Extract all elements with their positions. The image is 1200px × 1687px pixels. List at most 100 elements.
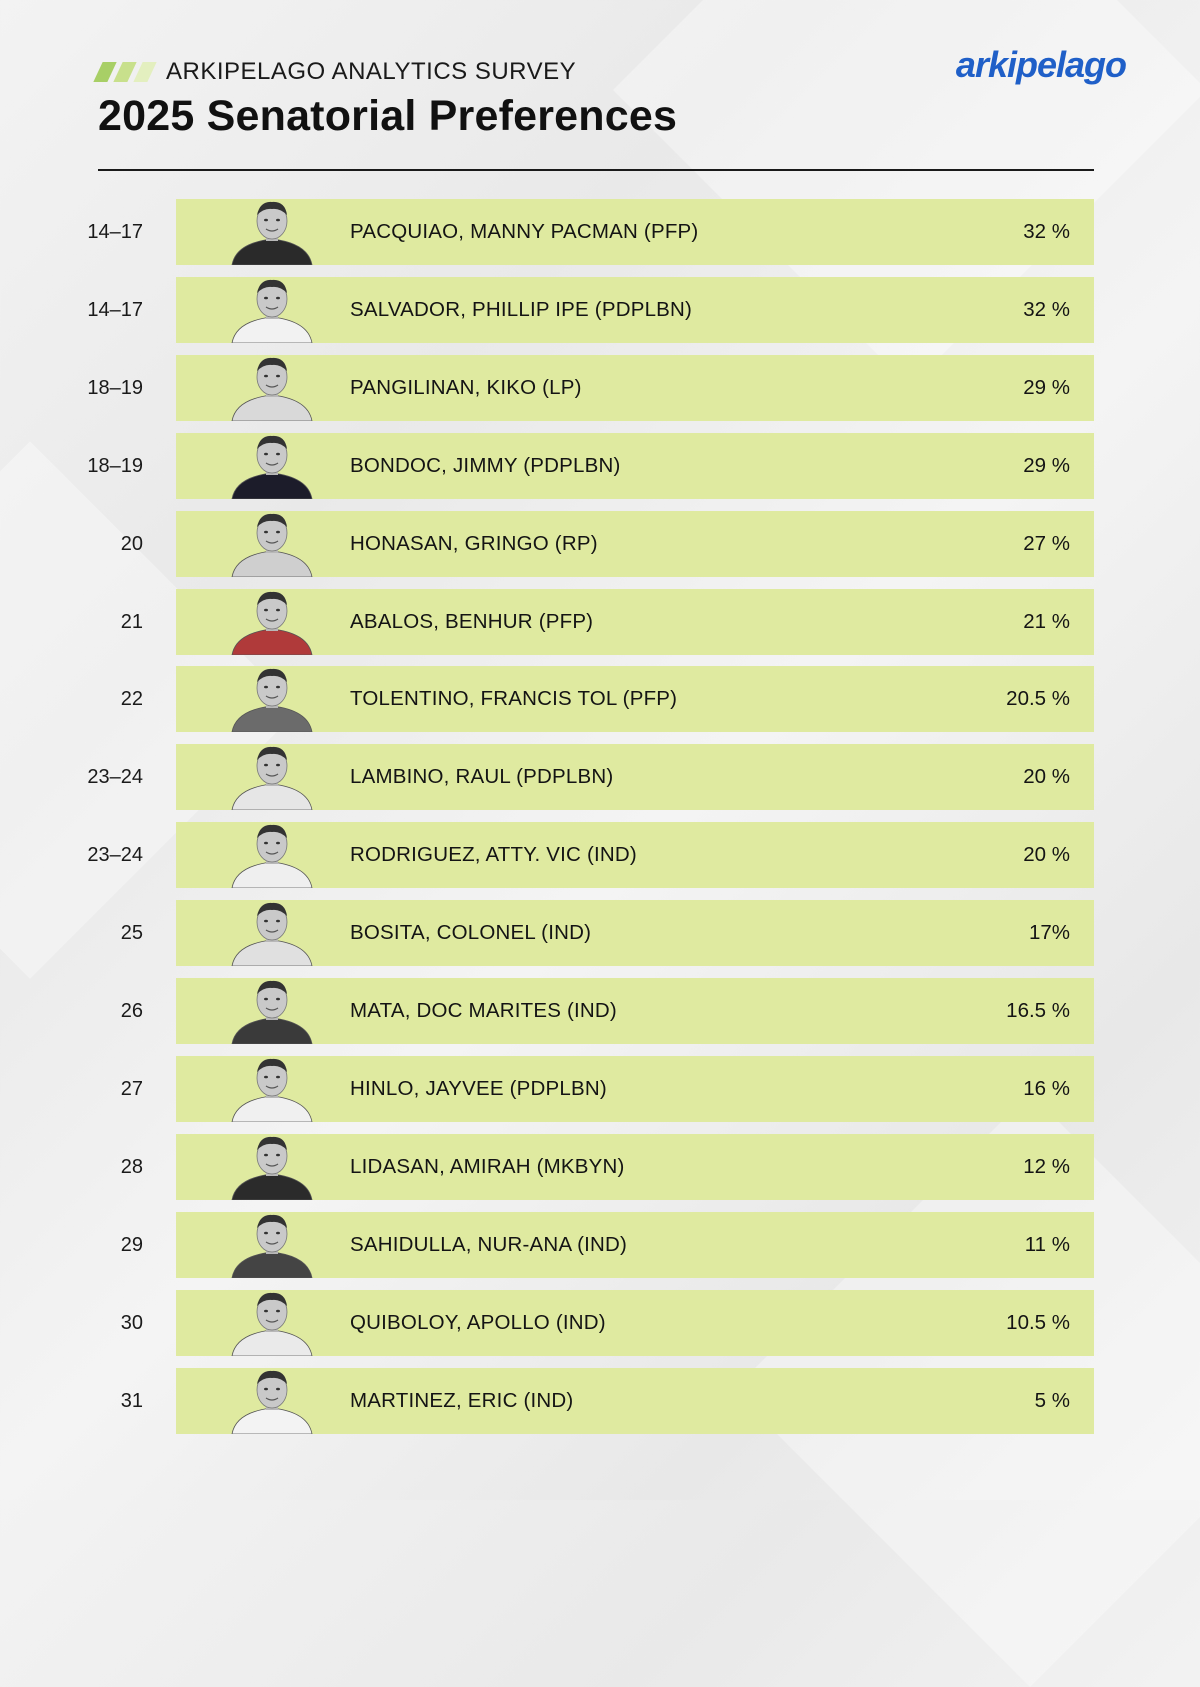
result-bar: SALVADOR, PHILLIP IPE (PDPLBN) 32 % [176,276,1094,343]
candidate-photo [224,355,320,421]
preference-value: 12 % [1023,1154,1070,1178]
results-table: 14–17 PACQUIAO, MANNY PACMAN (PFP) 32 % 14… [0,199,1200,1434]
candidate-photo [224,1212,320,1278]
candidate-name: QUIBOLOY, APOLLO (IND) [350,1310,606,1334]
rank-label: 31 [120,1389,143,1412]
rank-label: 29 [120,1233,143,1256]
result-bar: MATA, DOC MARITES (IND) 16.5 % [176,978,1094,1044]
table-row: 18–19 PANGILINAN, KIKO (LP) 29 % [0,354,1200,421]
candidate-name: SALVADOR, PHILLIP IPE (PDPLBN) [350,297,693,321]
result-bar: BOSITA, COLONEL (IND) 17% [176,900,1094,967]
table-row: 28 LIDASAN, AMIRAH (MKBYN) 12 % [0,1133,1200,1200]
candidate-name: LAMBINO, RAUL (PDPLBN) [350,765,614,789]
preference-value: 27 % [1023,531,1070,555]
candidate-photo [224,1368,320,1434]
result-bar: TOLENTINO, FRANCIS TOL (PFP) 20.5 % [176,666,1094,733]
divider [98,169,1094,171]
rank-label: 22 [120,688,143,711]
eyebrow: ARKIPELAGO ANALYTICS SURVEY [93,54,1098,90]
table-row: 22 TOLENTINO, FRANCIS TOL (PFP) 20.5 % [0,666,1200,733]
preference-value: 32 % [1023,297,1070,321]
candidate-name: HONASAN, GRINGO (RP) [350,531,598,555]
candidate-photo [224,978,320,1044]
preference-value: 29 % [1023,375,1070,399]
table-row: 31 MARTINEZ, ERIC (IND) 5 % [0,1367,1200,1434]
table-row: 30 QUIBOLOY, APOLLO (IND) 10.5 % [0,1289,1200,1356]
result-bar: MARTINEZ, ERIC (IND) 5 % [176,1367,1094,1434]
result-bar: HINLO, JAYVEE (PDPLBN) 16 % [176,1055,1094,1122]
table-row: 27 HINLO, JAYVEE (PDPLBN) 16 % [0,1055,1200,1122]
candidate-name: PACQUIAO, MANNY PACMAN (PFP) [350,220,699,243]
table-row: 29 SAHIDULLA, NUR-ANA (IND) 11 % [0,1211,1200,1278]
survey-label: ARKIPELAGO ANALYTICS SURVEY [166,58,577,85]
preference-value: 16 % [1023,1076,1070,1100]
candidate-name: MARTINEZ, ERIC (IND) [350,1388,574,1412]
rank-label: 14–17 [87,298,143,321]
brand-logo: arkipelago [955,44,1127,85]
preference-value: 29 % [1023,453,1070,477]
result-bar: LIDASAN, AMIRAH (MKBYN) 12 % [176,1133,1094,1200]
preference-value: 20 % [1023,765,1070,789]
table-row: 21 ABALOS, BENHUR (PFP) 21 % [0,588,1200,655]
rank-label: 20 [120,532,143,555]
rank-label: 23–24 [87,766,143,789]
candidate-name: BOSITA, COLONEL (IND) [350,921,592,945]
candidate-photo [224,900,320,967]
rank-label: 25 [120,922,143,945]
result-bar: PANGILINAN, KIKO (LP) 29 % [176,354,1094,421]
candidate-photo [224,277,320,343]
candidate-photo [224,1290,320,1356]
candidate-photo [224,1056,320,1122]
candidate-photo [224,822,320,889]
candidate-name: HINLO, JAYVEE (PDPLBN) [350,1076,607,1100]
table-row: 26 MATA, DOC MARITES (IND) 16.5 % [0,978,1200,1044]
candidate-name: RODRIGUEZ, ATTY. VIC (IND) [350,843,637,867]
preference-value: 16.5 % [1006,999,1070,1022]
result-bar: BONDOC, JIMMY (PDPLBN) 29 % [176,432,1094,499]
candidate-photo [224,1134,320,1200]
rank-label: 18–19 [87,376,143,399]
rank-label: 23–24 [87,844,143,867]
candidate-photo [224,433,320,499]
rank-label: 30 [120,1311,143,1334]
preference-value: 32 % [1023,220,1070,243]
result-bar: LAMBINO, RAUL (PDPLBN) 20 % [176,744,1094,811]
page-title: 2025 Senatorial Preferences [98,92,678,140]
candidate-photo [224,666,320,733]
result-bar: ABALOS, BENHUR (PFP) 21 % [176,588,1094,655]
candidate-name: TOLENTINO, FRANCIS TOL (PFP) [350,687,678,711]
candidate-photo [224,511,320,577]
rank-label: 14–17 [87,221,143,243]
preference-value: 5 % [1034,1388,1070,1412]
rank-label: 18–19 [87,454,143,477]
preference-value: 21 % [1023,609,1070,633]
candidate-name: BONDOC, JIMMY (PDPLBN) [350,453,621,477]
table-row: 14–17 SALVADOR, PHILLIP IPE (PDPLBN) 32 % [0,276,1200,343]
table-row: 14–17 PACQUIAO, MANNY PACMAN (PFP) 32 % [0,199,1200,265]
candidate-name: MATA, DOC MARITES (IND) [350,999,617,1022]
result-bar: SAHIDULLA, NUR-ANA (IND) 11 % [176,1211,1094,1278]
header: ARKIPELAGO ANALYTICS SURVEY 2025 Senator… [93,54,1098,141]
rank-label: 26 [120,1000,143,1022]
result-bar: PACQUIAO, MANNY PACMAN (PFP) 32 % [176,199,1094,265]
result-bar: RODRIGUEZ, ATTY. VIC (IND) 20 % [176,822,1094,889]
result-bar: QUIBOLOY, APOLLO (IND) 10.5 % [176,1289,1094,1356]
preference-value: 20.5 % [1006,687,1070,711]
candidate-name: PANGILINAN, KIKO (LP) [350,375,582,399]
preference-value: 20 % [1023,843,1070,867]
candidate-photo [224,744,320,811]
preference-value: 11 % [1024,1232,1070,1256]
preference-value: 17% [1028,921,1070,945]
candidate-name: LIDASAN, AMIRAH (MKBYN) [350,1154,625,1178]
rank-label: 28 [120,1155,143,1178]
candidate-name: ABALOS, BENHUR (PFP) [350,609,594,633]
table-row: 20 HONASAN, GRINGO (RP) 27 % [0,510,1200,577]
result-bar: HONASAN, GRINGO (RP) 27 % [176,510,1094,577]
preference-value: 10.5 % [1006,1310,1070,1334]
rank-label: 27 [120,1077,143,1100]
table-row: 25 BOSITA, COLONEL (IND) 17% [0,900,1200,967]
table-row: 23–24 RODRIGUEZ, ATTY. VIC (IND) 20 % [0,822,1200,889]
table-row: 23–24 LAMBINO, RAUL (PDPLBN) 20 % [0,744,1200,811]
candidate-photo [224,199,320,265]
table-row: 18–19 BONDOC, JIMMY (PDPLBN) 29 % [0,432,1200,499]
